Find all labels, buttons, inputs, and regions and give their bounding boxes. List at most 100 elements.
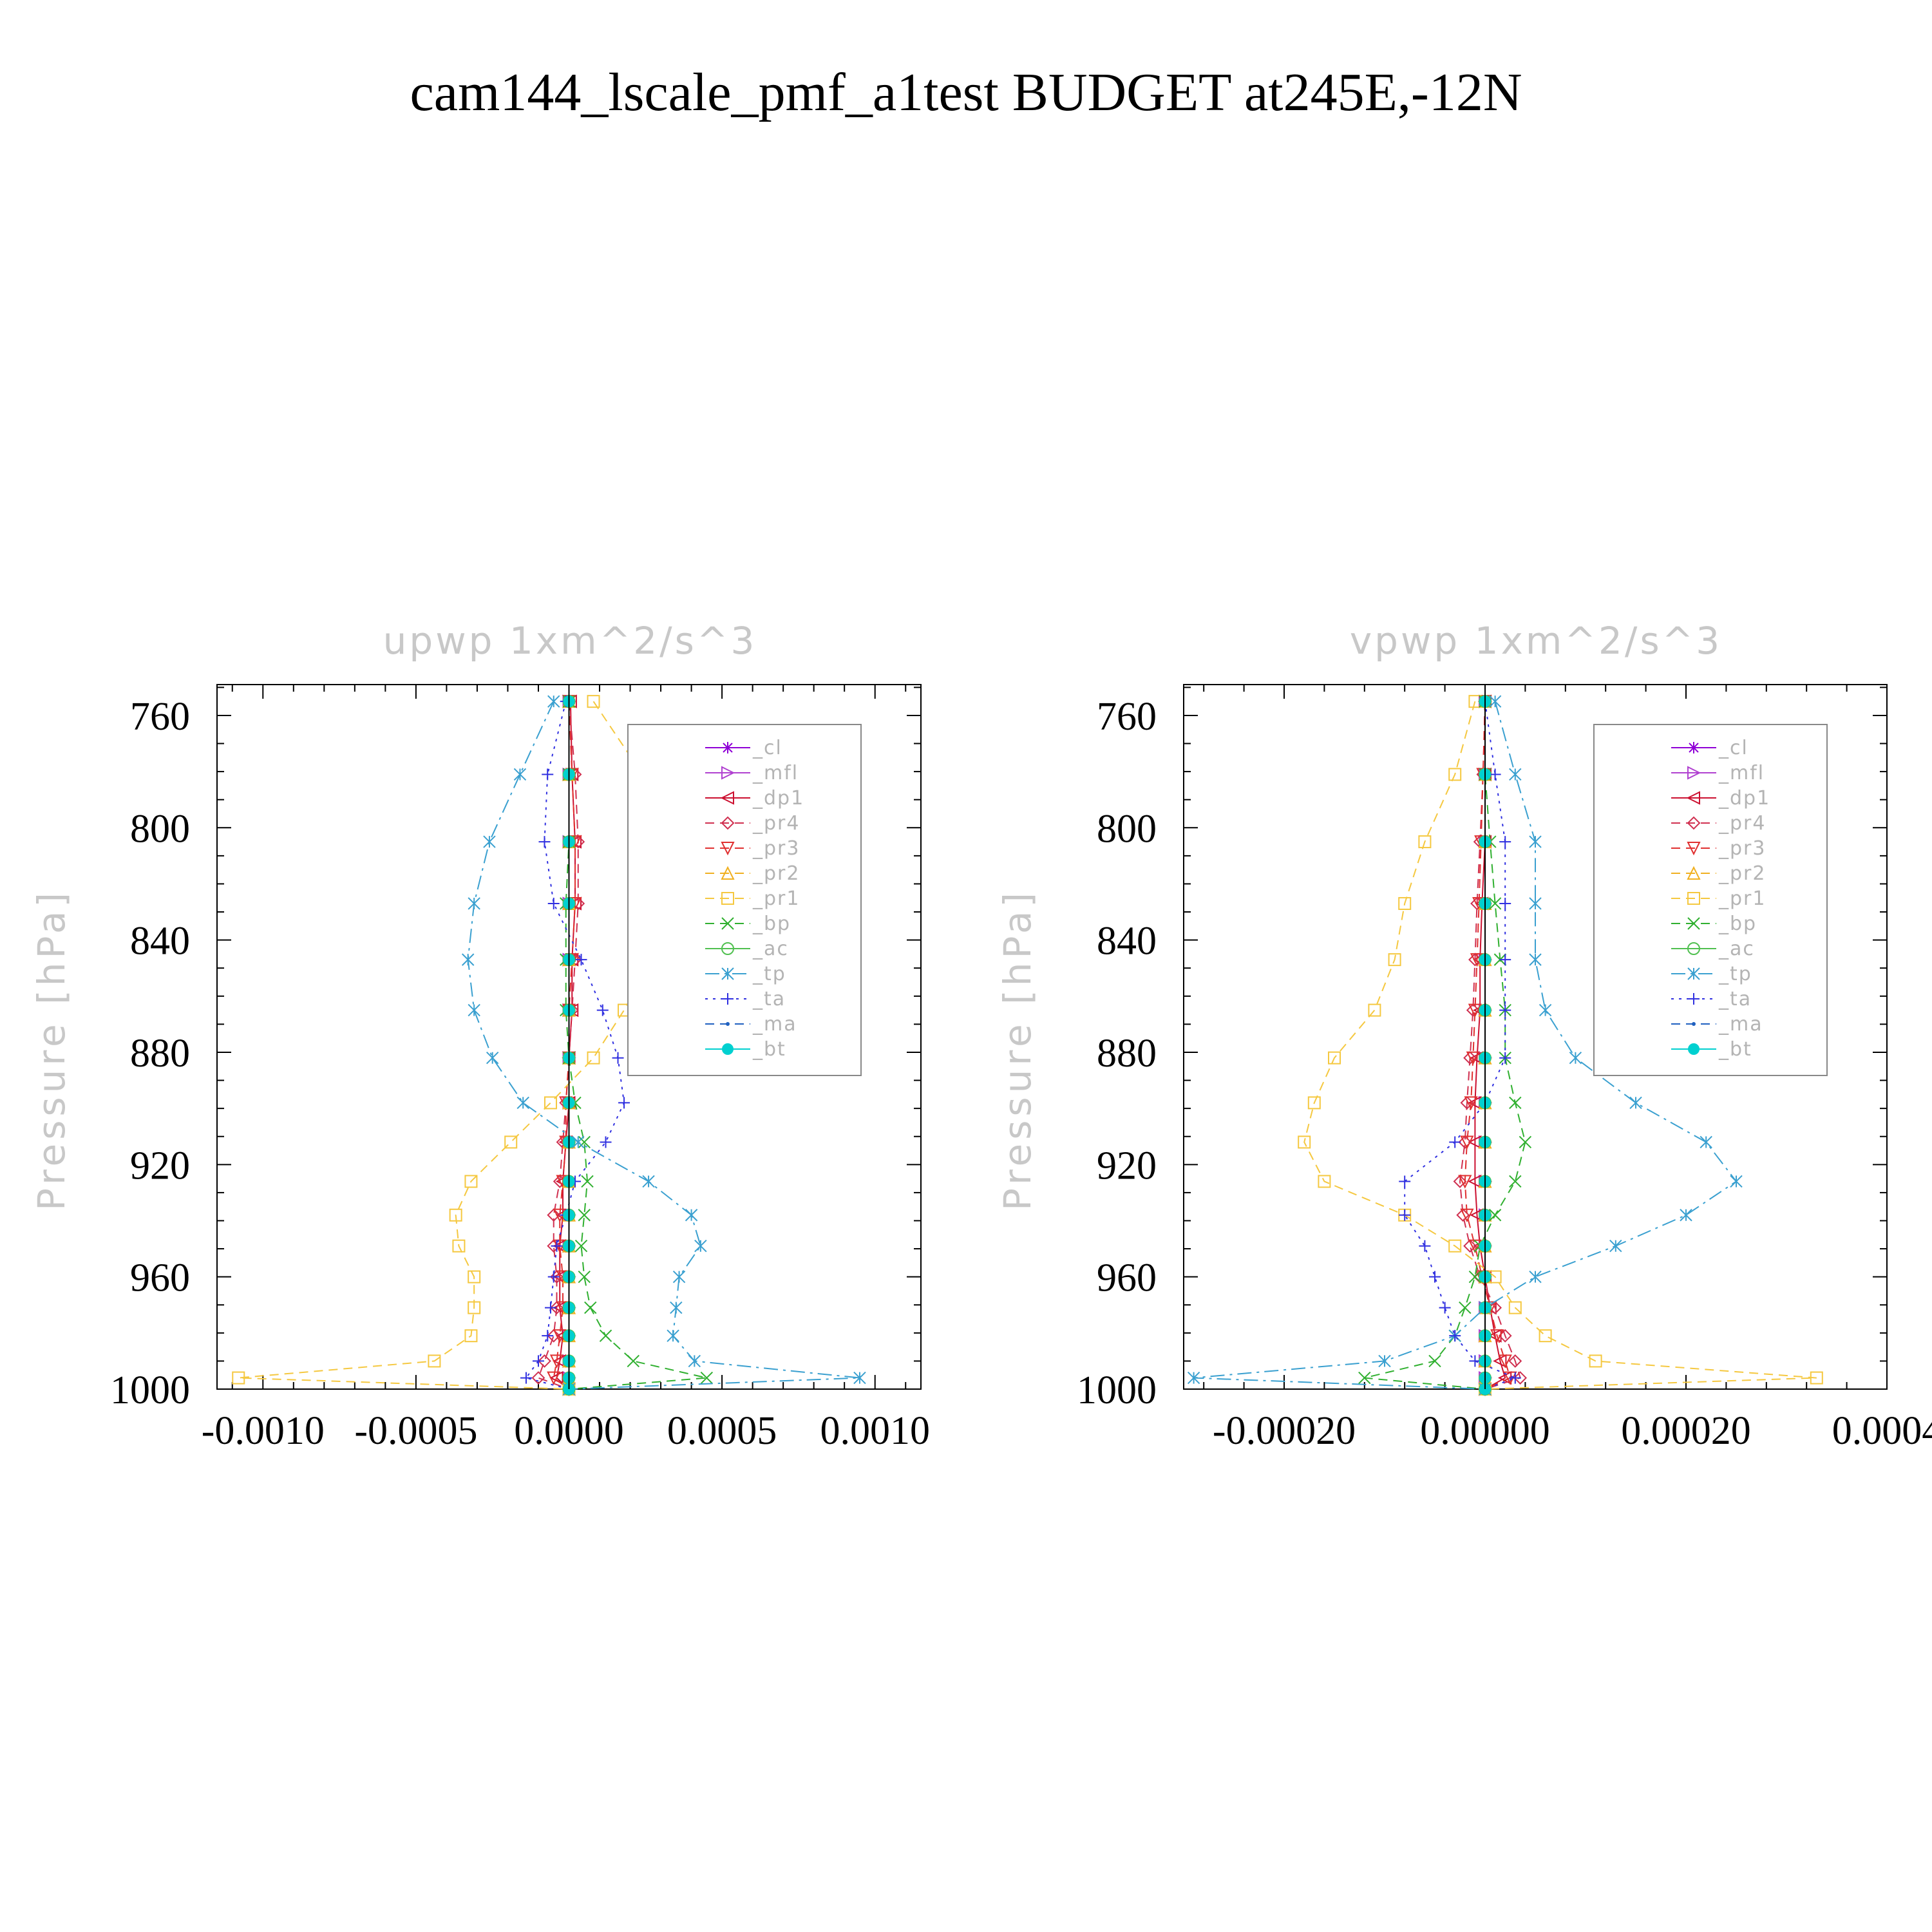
y-tick-label: 960 <box>1097 1256 1157 1300</box>
data-point-tp <box>1629 1096 1642 1110</box>
legend-label: _bp <box>752 913 791 935</box>
data-point-bp <box>574 1240 588 1253</box>
legend-label: _pr2 <box>752 862 800 885</box>
data-point-ta <box>544 1302 556 1314</box>
data-point-tp <box>1730 1175 1743 1188</box>
panel-title: upwp 1xm^2/s^3 <box>383 619 757 663</box>
data-point-tp <box>853 1371 866 1385</box>
data-point-bp <box>627 1354 640 1368</box>
data-point-pr1 <box>452 1239 466 1253</box>
data-point-tp <box>1529 897 1542 910</box>
legend-label: _ta <box>752 988 786 1010</box>
data-point-pr1 <box>1368 1003 1381 1017</box>
data-point-tp <box>1529 953 1542 966</box>
data-point-tp <box>1569 1051 1582 1065</box>
data-point-pr4 <box>1463 1051 1477 1065</box>
legend-label: _ma <box>752 1013 797 1036</box>
data-point-pr3 <box>1490 1329 1504 1343</box>
legend-label: _bt <box>752 1038 786 1061</box>
data-point-ta <box>1419 1240 1431 1252</box>
data-point-bp <box>1509 1175 1522 1188</box>
data-point-pr1 <box>468 1301 481 1314</box>
data-point-tp <box>513 768 527 781</box>
x-tick-label: 0.0004 <box>1832 1409 1932 1453</box>
panel-title: vpwp 1xm^2/s^3 <box>1350 619 1722 663</box>
data-point-pr1 <box>468 1270 481 1283</box>
data-point-pr4 <box>1508 1354 1522 1368</box>
data-point-pr4 <box>531 1371 545 1385</box>
x-tick-label: -0.0005 <box>354 1409 477 1453</box>
legend-label: _pr1 <box>752 887 800 910</box>
legend-marker <box>721 892 734 905</box>
legend-label: _pr4 <box>752 812 800 835</box>
x-tick-label: 0.00020 <box>1621 1409 1751 1453</box>
legend-label: _cl <box>1718 737 1748 759</box>
x-tick-label: 0.0010 <box>820 1409 930 1453</box>
data-point-tp <box>1488 695 1502 708</box>
x-tick-label: 0.0005 <box>667 1409 777 1453</box>
data-point-tp <box>694 1240 707 1253</box>
series-line-pr4 <box>1459 701 1521 1390</box>
data-point-pr1 <box>544 1096 557 1110</box>
data-point-ta <box>547 1271 560 1283</box>
y-tick-label: 1000 <box>1077 1368 1157 1412</box>
data-point-pr1 <box>1508 1301 1522 1314</box>
data-point-tp <box>1509 768 1522 781</box>
data-point-tp <box>516 1096 529 1110</box>
data-point-ta <box>618 1097 630 1109</box>
data-point-pr1 <box>1418 835 1432 849</box>
data-point-ta <box>1429 1271 1441 1283</box>
legend-label: _cl <box>752 737 782 759</box>
legend-label: _dp1 <box>752 787 804 810</box>
data-point-pr4 <box>1488 1301 1502 1315</box>
data-point-bp <box>1488 1209 1502 1222</box>
legend-marker <box>721 816 735 830</box>
data-point-ta <box>1499 836 1511 848</box>
data-point-tp <box>1609 1240 1622 1253</box>
data-point-pr1 <box>1328 1051 1341 1065</box>
data-point-pr3 <box>1466 1051 1480 1065</box>
legend-marker <box>1687 866 1701 880</box>
data-point-bp <box>1428 1354 1441 1368</box>
panel-vpwp: vpwp 1xm^2/s^3 Pressure [hPa] 760 800 840 880… <box>996 619 1932 1453</box>
legend-marker <box>1687 842 1701 856</box>
legend-label: _mfl <box>752 762 799 784</box>
data-point-ta <box>542 768 554 781</box>
data-point-pr1 <box>1810 1371 1823 1385</box>
data-point-pr4 <box>1466 1003 1480 1018</box>
data-point-pr3 <box>547 1371 561 1385</box>
data-point-ta <box>1489 768 1501 781</box>
y-tick-label: 1000 <box>110 1368 190 1412</box>
data-point-pr1 <box>428 1354 441 1368</box>
series-line-bp <box>565 701 707 1390</box>
data-point-tp <box>486 1051 499 1065</box>
y-tick-label: 800 <box>130 807 190 851</box>
y-tick-label: 840 <box>130 920 190 963</box>
data-point-pr1 <box>587 1051 600 1065</box>
data-point-pr1 <box>1307 1096 1321 1110</box>
data-point-tp <box>642 1175 655 1188</box>
data-point-pr3 <box>1458 1175 1472 1189</box>
legend-marker <box>721 917 734 930</box>
data-point-ta <box>1509 1372 1521 1384</box>
legend-marker <box>722 742 734 753</box>
y-tick-label: 760 <box>1097 695 1157 739</box>
data-point-pr3 <box>1464 1096 1478 1110</box>
data-point-ta <box>1399 1175 1411 1188</box>
legend-marker <box>721 866 735 880</box>
data-point-ta <box>596 1004 609 1016</box>
data-point-pr4 <box>538 1354 551 1368</box>
legend-marker <box>1688 742 1700 753</box>
data-point-pr1 <box>449 1208 462 1222</box>
y-axis-label: Pressure [hPa] <box>30 889 73 1211</box>
data-point-pr1 <box>232 1371 245 1385</box>
data-point-pr4 <box>1460 1096 1474 1110</box>
data-point-pr4 <box>547 1208 561 1222</box>
data-point-pr3 <box>549 1354 564 1368</box>
legend-label: _bt <box>1718 1038 1752 1061</box>
data-point-tp <box>688 1354 701 1368</box>
legend-label: _ac <box>1718 938 1755 960</box>
series-line-pr1 <box>1303 701 1817 1390</box>
data-point-pr1 <box>1398 896 1412 910</box>
x-tick-label: -0.0010 <box>202 1409 325 1453</box>
